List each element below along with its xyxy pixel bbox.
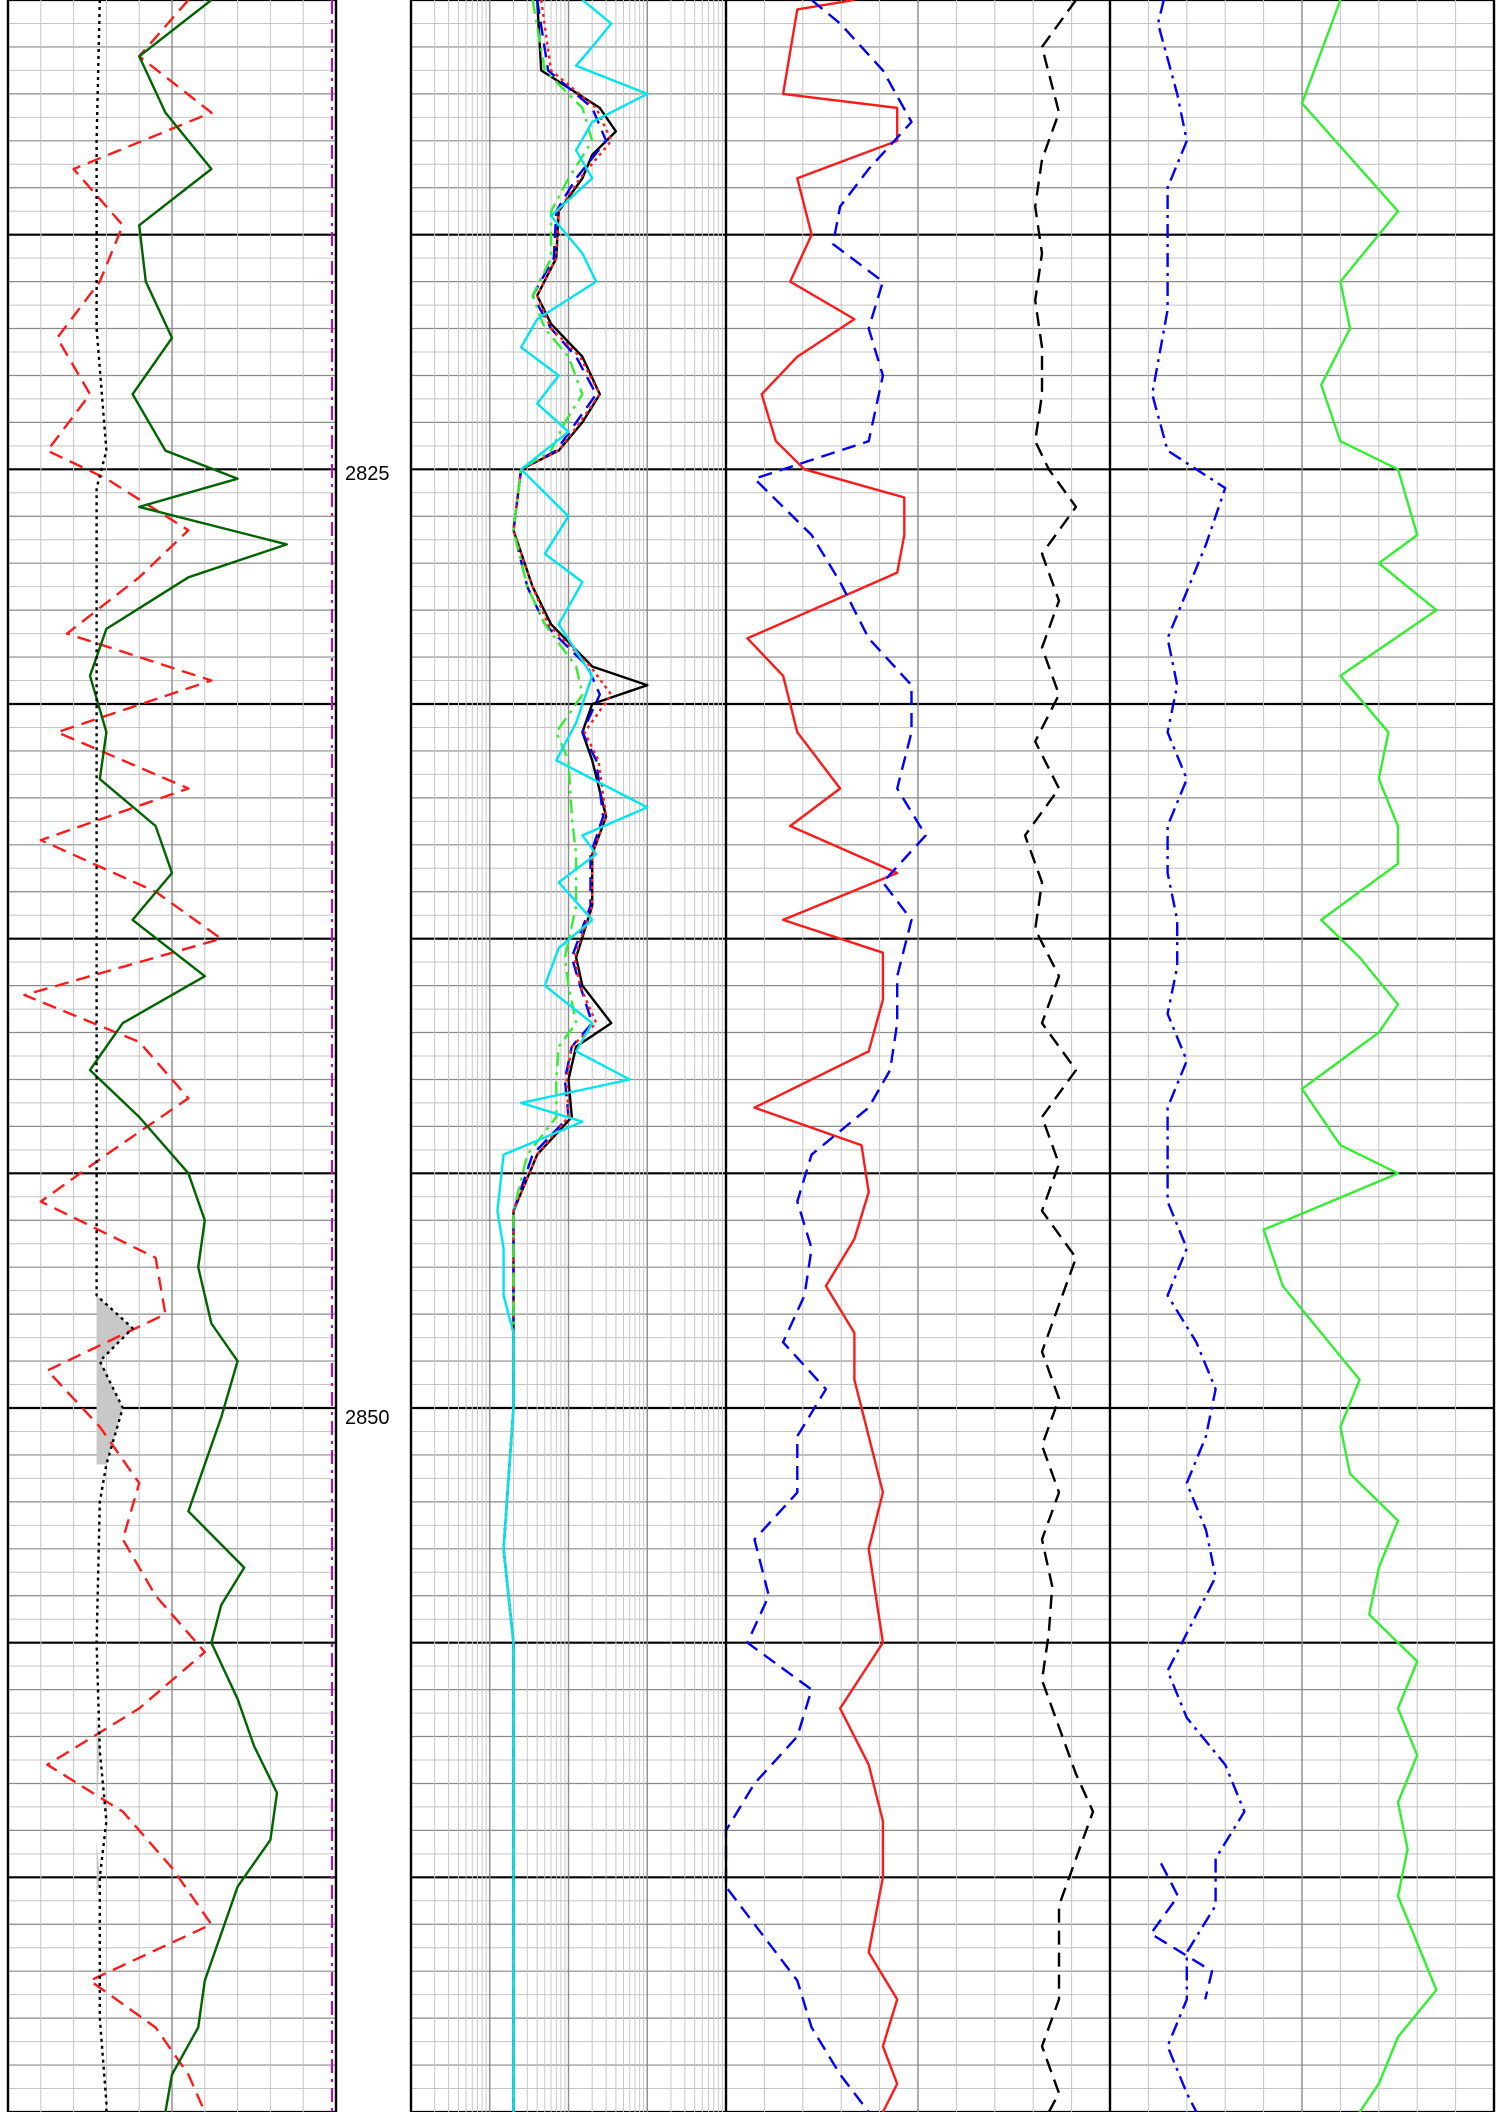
depth-column (336, 0, 411, 2112)
track-3-cyan-curve (496, 0, 649, 2112)
shaded-interval (96, 1839, 100, 1897)
track-borders (6, 0, 1496, 2112)
shaded-interval (96, 1713, 100, 1812)
track-4-blue-curve (724, 0, 927, 2112)
grid-layer (8, 0, 1494, 2112)
track-5-blue-curve (1149, 1862, 1214, 2000)
track-4-red-curve (746, 0, 906, 2112)
depth-label-2850: 2850 (344, 1407, 391, 1429)
track-1-black-curve (95, 0, 134, 2112)
track-6-lime-curve (1262, 0, 1438, 2112)
track-1-red-curve (23, 0, 223, 2112)
track-1-green-curve (88, 0, 288, 2112)
track-6-blue-curve (1151, 0, 1246, 2112)
shading-layer (96, 1295, 133, 1897)
curve-layer (23, 0, 1438, 2112)
depth-label-2825: 2825 (344, 463, 391, 485)
track-5-black-curve (1023, 0, 1095, 2112)
shaded-interval (96, 1295, 133, 1465)
